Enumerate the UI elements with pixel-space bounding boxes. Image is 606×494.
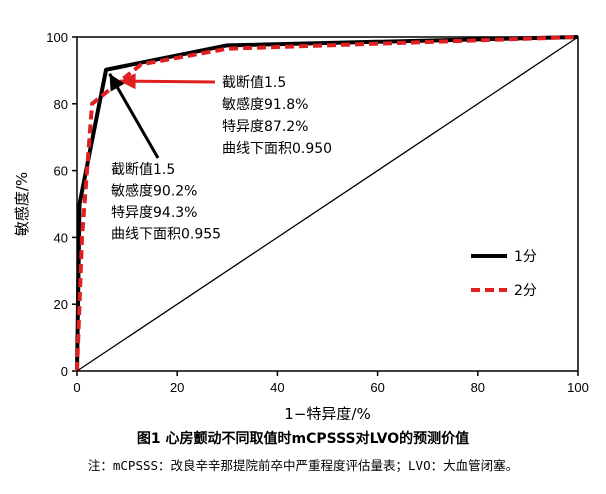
- annotation-arrow-1: [108, 72, 160, 159]
- figure-caption-title: 图1 心房颤动不同取值时mCPSSS对LVO的预测价值: [136, 431, 470, 447]
- x-tick-label: 40: [270, 380, 284, 395]
- annotation-text-1: 敏感度90.2%: [111, 183, 197, 200]
- annotation-text-2: 曲线下面积0.950: [222, 141, 332, 157]
- annotation-text-2: 敏感度91.8%: [222, 96, 308, 113]
- x-tick-label: 60: [370, 380, 384, 395]
- annotation-text-2: 截断值1.5: [222, 75, 286, 91]
- annotation-text-2: 特异度87.2%: [222, 119, 308, 135]
- annotation-text-1: 特异度94.3%: [111, 205, 197, 221]
- x-axis-title: 1−特异度/%: [284, 405, 370, 420]
- y-tick-label: 20: [54, 297, 68, 312]
- x-tick-label: 80: [471, 380, 485, 395]
- x-tick-label: 20: [170, 380, 184, 395]
- y-axis-title: 敏感度/%: [13, 172, 31, 236]
- y-tick-label: 40: [54, 230, 68, 245]
- y-tick-label: 60: [54, 164, 68, 179]
- roc-chart: 0 20 40 60 80 100 0 20 40 60 80 100 1−特异度/% 敏感度/% 截断值1…: [13, 30, 589, 420]
- legend-label-2: 2分: [514, 283, 537, 299]
- reference-diagonal-line: [76, 36, 579, 372]
- x-tick-label: 100: [567, 380, 589, 395]
- plot-frame: [76, 36, 579, 372]
- x-tick-label: 0: [73, 380, 80, 395]
- annotation-text-1: 曲线下面积0.955: [111, 227, 221, 243]
- annotation-text-1: 截断值1.5: [111, 162, 175, 178]
- series-line-1: [75, 35, 579, 372]
- annotation-arrow-1-head: [109, 73, 125, 92]
- legend-label-1: 1分: [514, 249, 537, 265]
- annotation-arrow-2-head: [119, 73, 136, 90]
- y-tick-label: 100: [46, 30, 68, 45]
- y-tick-label: 80: [54, 97, 68, 112]
- y-tick-label: 0: [61, 364, 68, 379]
- figure-caption-note: 注：mCPSSS：改良辛辛那提院前卒中严重程度评估量表；LVO：大血管闭塞。: [87, 458, 519, 473]
